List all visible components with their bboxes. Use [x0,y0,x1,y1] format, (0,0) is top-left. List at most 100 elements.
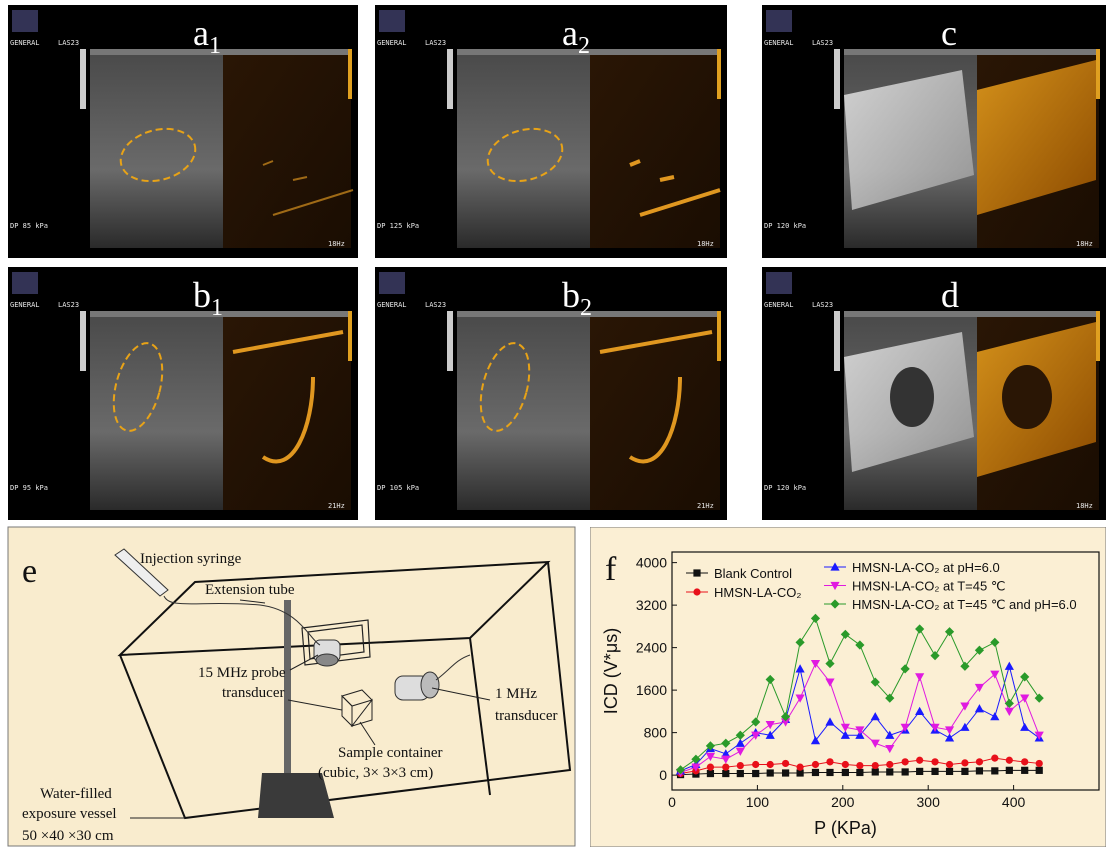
panel-letter: c [941,13,957,53]
y-axis-label: ICD (V*μs) [601,628,621,714]
scale-bar [844,49,1099,55]
panel-letter: b [193,275,211,315]
x-tick-label: 200 [831,794,855,810]
pressure-label: DP 85 kPa [10,222,48,230]
marker [812,769,819,776]
legend-label: Blank Control [714,566,792,581]
logo [766,272,792,294]
logo [12,10,38,32]
pressure-label: DP 105 kPa [377,484,419,492]
panel-letter: b [562,275,580,315]
legend-label: HMSN-LA-CO₂ at pH=6.0 [852,560,1000,575]
panel-label: d [941,275,959,315]
color-scale [1096,49,1100,99]
legend-label: HMSN-LA-CO₂ at T=45 ℃ and pH=6.0 [852,597,1077,612]
marker [842,761,849,768]
bmode-image [457,53,590,248]
marker [722,764,729,771]
bmode-image [90,53,223,248]
panel-label: e [22,553,37,590]
probe-label: LAS23 [58,39,79,47]
callout: Sample container [338,745,443,761]
marker [976,758,983,765]
marker [812,761,819,768]
marker [991,767,998,774]
marker [707,770,714,777]
panel-subscript: 1 [209,33,221,59]
logo [379,272,405,294]
panel-letter: d [941,275,959,315]
marker [752,761,759,768]
panel-subscript: 2 [580,295,592,321]
contrast-image [590,53,720,248]
marker [693,588,700,595]
panel-letter: a [562,13,578,53]
x-axis-label: P (KPa) [814,818,877,838]
marker [931,768,938,775]
gray-scale [834,49,840,109]
callout: Extension tube [205,582,295,598]
marker [1021,758,1028,765]
mode-label: GENERAL [377,301,407,309]
marker [782,769,789,776]
marker [856,762,863,769]
panel-subscript: 2 [578,33,590,59]
gray-scale [447,311,453,371]
pressure-label: DP 125 kPa [377,222,419,230]
legend-label: HMSN-LA-CO₂ at T=45 ℃ [852,579,1005,594]
marker [826,758,833,765]
y-tick-label: 2400 [636,640,667,656]
probe-label: LAS23 [812,301,833,309]
marker [722,770,729,777]
marker [1021,767,1028,774]
gray-scale [80,49,86,109]
color-scale [717,311,721,361]
contrast-image [590,315,720,510]
logo [379,10,405,32]
y-tick-label: 800 [644,725,668,741]
ultrasound-panel: GENERALLAS23DP 120 kPa18Hzd [762,267,1106,520]
marker [693,569,700,576]
callout: Injection syringe [140,551,242,567]
color-scale [348,311,352,361]
marker [991,755,998,762]
void [890,367,934,427]
figure: GENERALLAS23DP 85 kPa18Hza1GENERALLAS23D… [0,0,1106,847]
frame-rate: 18Hz [1076,502,1093,510]
probe-label: LAS23 [425,39,446,47]
logo [766,10,792,32]
callout: Water-filled [40,786,112,802]
y-tick-label: 1600 [636,682,667,698]
marker [767,769,774,776]
marker [961,768,968,775]
marker [902,758,909,765]
marker [737,762,744,769]
panel-label: c [941,13,957,53]
callout: transducer [495,708,557,724]
support-pole [284,600,291,778]
color-scale [1096,311,1100,361]
x-tick-label: 0 [668,794,676,810]
panel-subscript: 1 [211,295,223,321]
callout: 50 ×40 ×30 cm [22,828,114,844]
marker [797,764,804,771]
mode-label: GENERAL [10,39,40,47]
contrast-image [223,315,351,510]
callout: 1 MHz [495,686,537,702]
color-scale [348,49,352,99]
marker [916,757,923,764]
diagram-panel: eInjection syringeExtension tube15 MHz p… [8,527,575,846]
probe-label: LAS23 [425,301,446,309]
x-tick-label: 300 [917,794,941,810]
marker [886,761,893,768]
mode-label: GENERAL [764,301,794,309]
x-tick-label: 100 [746,794,770,810]
ultrasound-panel: GENERALLAS23DP 125 kPa18Hza2 [375,5,727,258]
contrast-image [223,53,351,248]
marker [842,769,849,776]
marker [1036,767,1043,774]
frame-rate: 18Hz [697,240,714,248]
gray-scale [80,311,86,371]
marker [931,758,938,765]
